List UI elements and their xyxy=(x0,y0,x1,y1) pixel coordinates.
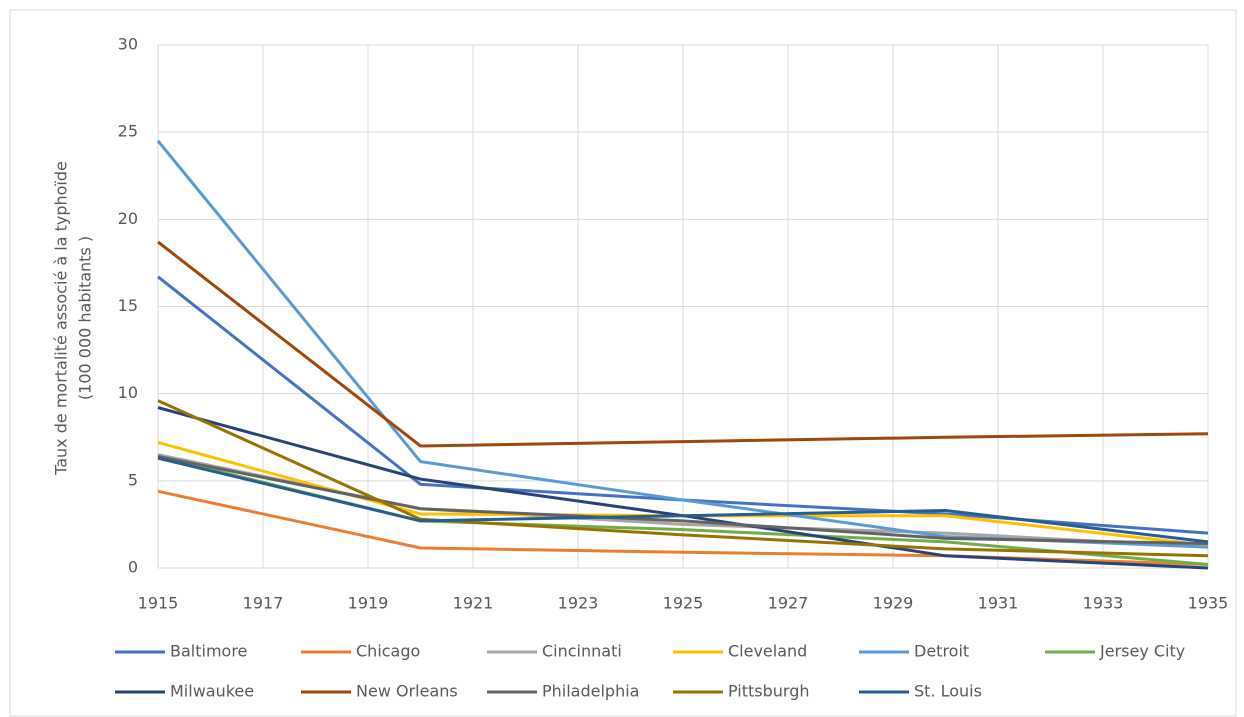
legend-label: St. Louis xyxy=(914,682,982,701)
x-tick-label: 1921 xyxy=(453,594,494,613)
y-tick-label: 15 xyxy=(118,296,138,315)
x-tick-label: 1933 xyxy=(1083,594,1124,613)
y-tick-label: 10 xyxy=(118,383,138,402)
x-tick-label: 1931 xyxy=(978,594,1019,613)
series-line xyxy=(157,399,1209,558)
y-tick-label: 5 xyxy=(128,470,138,489)
x-tick-label: 1927 xyxy=(768,594,809,613)
legend-label: Cincinnati xyxy=(542,642,622,661)
legend-label: Cleveland xyxy=(728,642,807,661)
x-tick-label: 1923 xyxy=(558,594,599,613)
x-tick-label: 1925 xyxy=(663,594,704,613)
x-tick-label: 1935 xyxy=(1188,594,1229,613)
y-tick-label: 20 xyxy=(118,209,138,228)
x-tick-label: 1915 xyxy=(138,594,179,613)
chart-border xyxy=(9,9,1237,717)
y-tick-label: 0 xyxy=(128,558,138,577)
x-tick-label: 1929 xyxy=(873,594,914,613)
legend-label: Baltimore xyxy=(170,642,247,661)
x-tick-label: 1919 xyxy=(348,594,389,613)
y-axis-label: Taux de mortalité associé à la typhoïde xyxy=(52,161,71,476)
legend-label: Philadelphia xyxy=(542,682,639,701)
y-axis-label: (100 000 habitants ) xyxy=(76,236,95,400)
y-tick-label: 25 xyxy=(118,122,138,141)
legend-label: Chicago xyxy=(356,642,420,661)
legend-label: New Orleans xyxy=(356,682,458,701)
y-tick-label: 30 xyxy=(118,35,138,54)
legend-label: Milwaukee xyxy=(170,682,254,701)
series-line xyxy=(157,454,1209,546)
legend-label: Pittsburgh xyxy=(728,682,810,701)
x-tick-label: 1917 xyxy=(243,594,284,613)
series-line xyxy=(157,240,1209,448)
legend-label: Jersey City xyxy=(1099,642,1185,661)
series-line xyxy=(157,456,1209,544)
legend-label: Detroit xyxy=(914,642,969,661)
